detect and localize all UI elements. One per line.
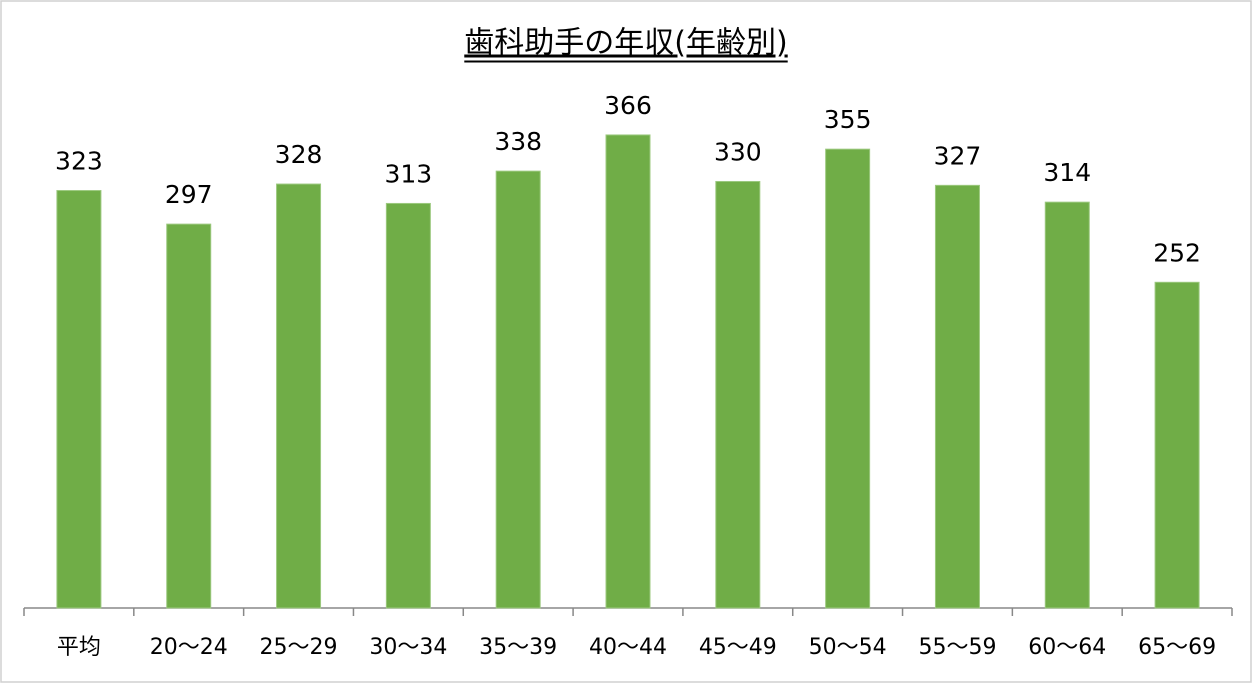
data-label: 297	[165, 180, 213, 209]
x-tick-label: 50～54	[809, 635, 887, 660]
x-tick-label: 30～34	[369, 635, 447, 660]
bar	[934, 184, 980, 609]
bar	[715, 180, 761, 609]
x-tick-label: 25～29	[260, 635, 338, 660]
x-tick-label: 20～24	[150, 635, 228, 660]
data-label: 366	[604, 91, 652, 120]
x-tick-label: 65～69	[1138, 635, 1216, 660]
data-label: 328	[275, 140, 323, 169]
data-label: 330	[714, 137, 762, 166]
data-label: 327	[934, 141, 982, 170]
chart-title: 歯科助手の年収(年齢別)	[464, 26, 787, 61]
x-tick-label: 平均	[57, 635, 101, 660]
bar	[276, 183, 322, 609]
bar	[605, 134, 651, 609]
bar	[495, 170, 541, 609]
data-label: 323	[55, 147, 103, 176]
x-tick-label: 55～59	[918, 635, 996, 660]
bar	[825, 148, 871, 609]
x-tick-label: 40～44	[589, 635, 667, 660]
bar	[166, 223, 212, 609]
bar	[1044, 201, 1090, 609]
bar	[56, 190, 102, 609]
data-label: 355	[824, 105, 872, 134]
data-label: 313	[385, 159, 433, 188]
bar	[1154, 281, 1200, 609]
data-label: 252	[1153, 238, 1201, 267]
data-label: 338	[494, 127, 542, 156]
x-tick-label: 60～64	[1028, 635, 1106, 660]
x-tick-label: 45～49	[699, 635, 777, 660]
x-tick-label: 35～39	[479, 635, 557, 660]
data-label: 314	[1043, 158, 1091, 187]
bar	[385, 202, 431, 609]
